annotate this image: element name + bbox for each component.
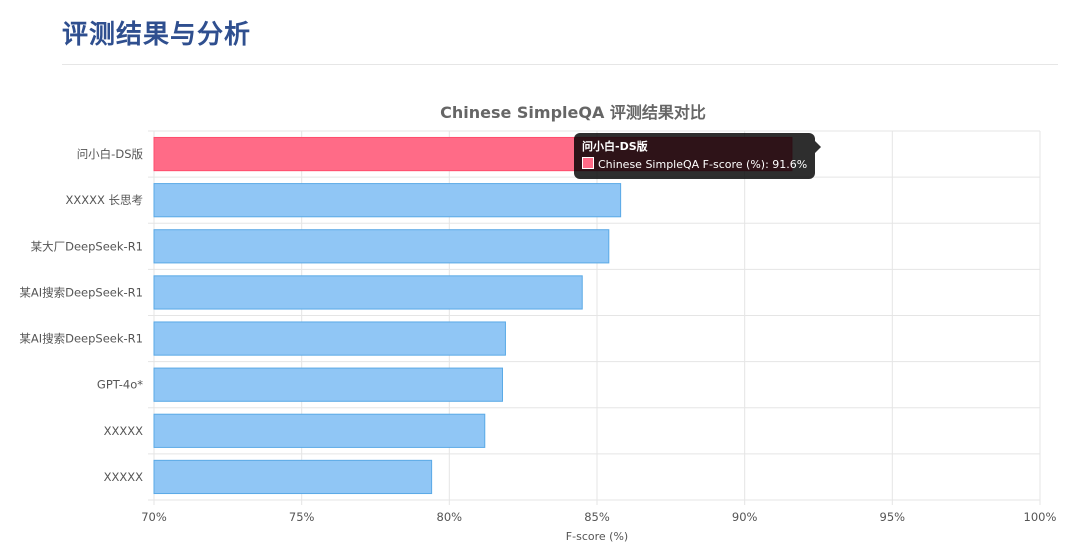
bar-4[interactable] bbox=[153, 275, 583, 310]
x-tick-label: 75% bbox=[289, 510, 315, 524]
bar-3[interactable] bbox=[153, 229, 610, 264]
tooltip-line: Chinese SimpleQA F-score (%): 91.6% bbox=[582, 157, 807, 173]
x-tick-labels: 70% 75% 80% 85% 90% 95% 100% bbox=[141, 510, 1056, 524]
tooltip-caret-icon bbox=[815, 141, 822, 153]
bar-6[interactable] bbox=[153, 367, 503, 402]
bar-tooltip: 问小白-DS版 Chinese SimpleQA F-score (%): 91… bbox=[574, 133, 822, 179]
bar-5[interactable] bbox=[153, 321, 506, 356]
category-label: XXXXX 长思考 bbox=[65, 193, 143, 207]
category-label: 某大厂DeepSeek-R1 bbox=[31, 239, 143, 253]
category-label: XXXXX bbox=[104, 424, 144, 438]
x-tick-label: 70% bbox=[141, 510, 167, 524]
category-label: 某AI搜索DeepSeek-R1 bbox=[19, 332, 143, 346]
x-tick-label: 80% bbox=[437, 510, 463, 524]
x-axis-title: F-score (%) bbox=[566, 530, 628, 543]
category-label: GPT-4o* bbox=[97, 378, 143, 392]
tooltip-text: Chinese SimpleQA F-score (%): 91.6% bbox=[598, 158, 808, 171]
category-label: 问小白-DS版 bbox=[77, 147, 144, 161]
x-tick-label: 85% bbox=[584, 510, 610, 524]
bar-2[interactable] bbox=[153, 183, 622, 218]
x-tick-label: 95% bbox=[880, 510, 906, 524]
tooltip-title: 问小白-DS版 bbox=[582, 140, 648, 153]
bar-7[interactable] bbox=[153, 413, 486, 448]
chart-title: Chinese SimpleQA 评测结果对比 bbox=[440, 103, 706, 122]
title-divider bbox=[62, 64, 1058, 65]
category-label: 某AI搜索DeepSeek-R1 bbox=[19, 285, 143, 299]
x-tick-label: 90% bbox=[732, 510, 758, 524]
tooltip-swatch-icon bbox=[582, 157, 594, 169]
section-title: 评测结果与分析 bbox=[62, 20, 252, 50]
category-label: XXXXX bbox=[104, 470, 144, 484]
x-tick-label: 100% bbox=[1024, 510, 1057, 524]
bar-8[interactable] bbox=[153, 459, 433, 495]
